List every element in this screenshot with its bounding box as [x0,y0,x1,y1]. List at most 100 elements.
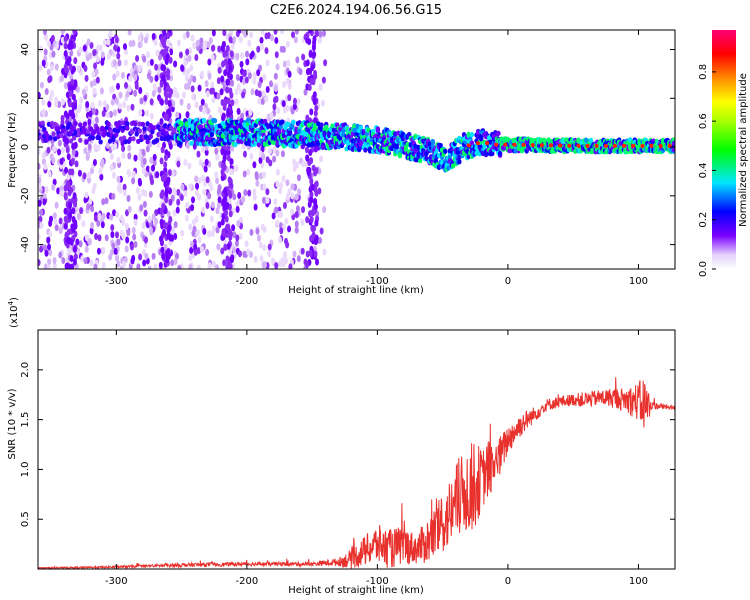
heat-cell [242,150,247,158]
heat-cell [281,100,286,108]
heat-cell [39,221,44,229]
heat-cell [232,36,237,44]
heat-cell [248,108,253,116]
heat-cell [671,146,675,152]
heat-cell [396,130,401,136]
heat-cell [612,143,617,148]
heat-cell [164,190,169,198]
heat-cell [285,77,290,85]
heat-cell [159,98,164,106]
heat-cell [41,98,46,106]
heat-cell [120,71,125,79]
heat-cell [63,35,68,43]
heat-cell [115,128,121,134]
heat-cell [138,109,143,117]
heat-cell [38,199,42,207]
heat-cell [239,60,244,68]
heat-cell [72,246,77,254]
heat-cell [168,56,173,64]
heat-cell [159,235,164,243]
heat-cell [161,202,166,210]
heat-cell [143,94,148,102]
heat-cell [175,111,180,119]
heat-cell [256,234,261,242]
heat-cell [314,258,319,266]
heat-cell [205,176,210,184]
heat-cell [265,86,270,94]
heat-cell [126,229,131,237]
heat-cell [68,109,73,117]
heat-cell [262,183,267,191]
heat-cell [264,95,269,103]
snr-scale-note: (x104) [7,297,20,328]
heat-cell [128,40,133,48]
heat-cell [87,176,92,184]
heat-cell [133,89,138,97]
heat-cell [141,222,146,230]
heat-cell [58,251,63,259]
heat-cell [212,118,218,124]
heat-cell [313,145,318,153]
heat-cell [313,109,318,117]
heat-cell [265,196,270,204]
heat-cell [138,253,143,261]
heat-cell [172,128,177,134]
heat-cell [305,250,310,258]
heat-cell [313,125,318,131]
heat-cell [293,36,298,44]
heat-cell [54,224,59,232]
heat-cell [48,95,53,103]
heat-cell [164,113,169,121]
heat-cell [96,219,101,227]
heat-cell [225,86,230,94]
heat-cell [73,200,78,208]
heat-cell [90,221,95,229]
heat-cell [169,48,174,56]
heat-cell [238,232,243,240]
heat-cell [143,189,148,197]
heat-cell [226,108,231,116]
heat-cell [280,256,285,264]
heat-cell [141,167,146,175]
y-tick-label: 20 [20,92,31,105]
heat-cell [38,128,41,134]
heat-cell [290,183,295,191]
heat-cell [60,124,66,130]
heat-cell [172,189,177,197]
heat-cell [211,260,216,268]
heat-cell [211,96,216,104]
heat-cell [185,201,190,209]
heat-cell [153,39,158,47]
y-tick-label: 0.5 [20,511,31,527]
heat-cell [122,183,127,191]
heat-cell [85,152,90,160]
heat-cell [194,215,199,223]
heat-cell [216,202,221,210]
heat-cell [539,143,544,148]
heat-cell [228,177,233,185]
heat-cell [226,97,231,105]
heat-cell [174,252,179,260]
heat-cell [154,137,160,144]
heat-cell [71,112,76,120]
heat-cell [67,100,72,108]
heat-cell [282,202,287,210]
heat-cell [153,263,158,269]
heat-cell [73,141,78,149]
heat-cell [217,196,222,204]
heat-cell [203,165,208,173]
heat-cell [310,64,315,72]
heat-cell [207,230,212,238]
heat-cell [73,253,78,261]
heat-cell [149,156,154,164]
heat-cell [261,128,266,134]
heat-cell [631,143,636,148]
heat-cell [295,56,300,64]
heat-cell [216,77,221,85]
heat-cell [227,58,232,66]
heat-cell [143,36,148,44]
heat-cell [100,58,105,66]
heat-cell [216,243,221,251]
snr-y-label: SNR (10 * v/v) [7,388,18,459]
heat-cell [622,143,627,148]
